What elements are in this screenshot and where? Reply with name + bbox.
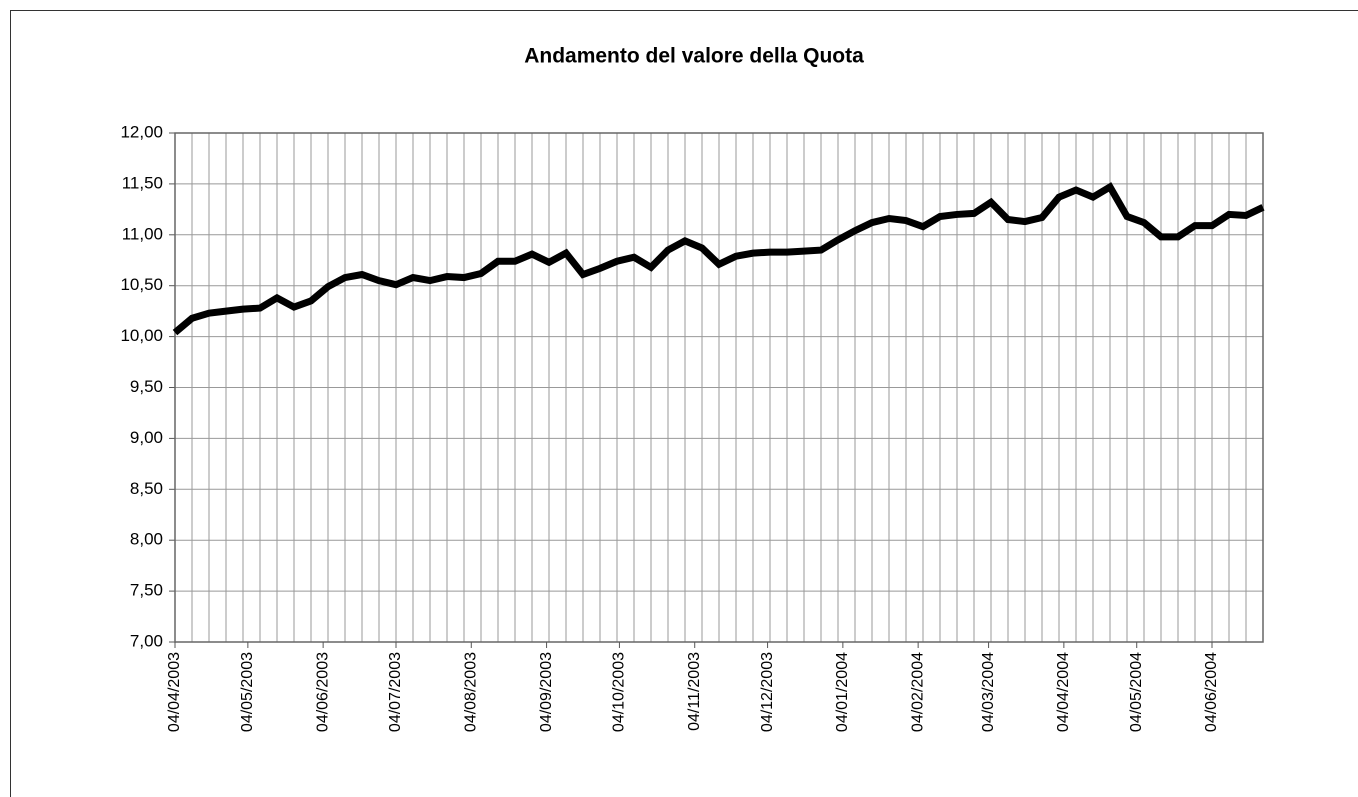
x-tick-label: 04/04/2003 xyxy=(166,652,183,732)
y-tick-label: 11,50 xyxy=(122,173,163,192)
y-tick-label: 8,00 xyxy=(130,530,163,549)
frame xyxy=(10,10,1358,797)
x-tick-label: 04/07/2003 xyxy=(387,652,404,732)
y-tick-label: 9,00 xyxy=(130,428,163,447)
x-tick-label: 04/12/2003 xyxy=(759,652,776,732)
line-series xyxy=(172,182,1265,336)
x-tick-label: 04/05/2003 xyxy=(239,652,256,732)
x-tick-label: 04/08/2003 xyxy=(463,652,480,732)
x-tick-label: 04/09/2003 xyxy=(538,652,555,732)
y-tick-label: 8,50 xyxy=(130,479,163,498)
y-tick-label: 7,00 xyxy=(130,631,163,650)
y-tick-label: 10,00 xyxy=(120,326,163,345)
y-tick-label: 9,50 xyxy=(130,377,163,396)
x-tick-label: 04/01/2004 xyxy=(834,652,851,732)
x-tick-label: 04/06/2003 xyxy=(314,652,331,732)
x-tick-label: 04/05/2004 xyxy=(1128,652,1145,732)
x-tick-label: 04/02/2004 xyxy=(909,652,926,732)
x-tick-label: 04/04/2004 xyxy=(1055,652,1072,732)
y-tick-label: 12,00 xyxy=(120,122,163,141)
plot-border xyxy=(174,132,1264,643)
chart-title: Andamento del valore della Quota xyxy=(524,45,864,68)
y-tick-label: 7,50 xyxy=(130,581,163,600)
x-tick-label: 04/10/2003 xyxy=(611,652,628,732)
y-tick-label: 10,50 xyxy=(120,275,163,294)
x-tick-label: 04/11/2003 xyxy=(686,652,703,731)
y-tick-label: 11,00 xyxy=(122,224,163,243)
x-tick-label: 04/03/2004 xyxy=(980,652,997,732)
x-tick-label: 04/06/2004 xyxy=(1203,652,1220,732)
